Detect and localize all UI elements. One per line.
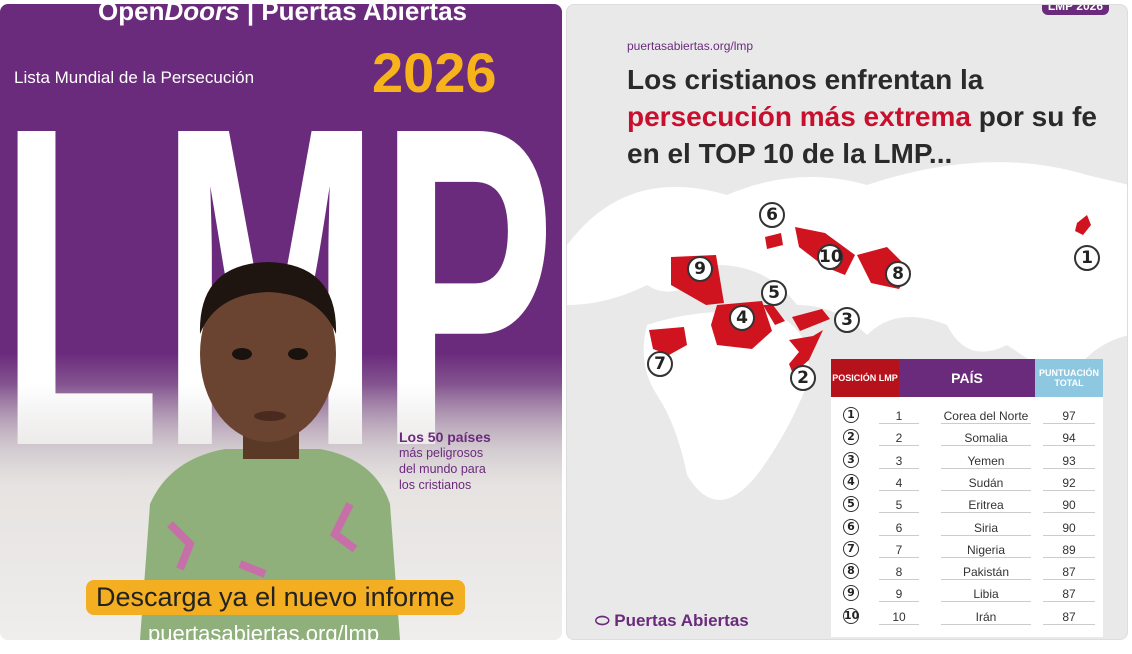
- year: 2026: [372, 41, 497, 104]
- score: 87: [1043, 610, 1095, 625]
- boy-head: [200, 266, 336, 442]
- headline-line: Los cristianos enfrentan la: [627, 64, 984, 95]
- score: 94: [1043, 431, 1095, 447]
- score: 87: [1043, 565, 1095, 581]
- score: 92: [1043, 476, 1095, 491]
- ranking-table: POSICIÓN LMP PAÍS PUNTUACIÓN TOTAL 1 1 Corea …: [831, 359, 1103, 637]
- rank-circle: 10: [843, 607, 860, 624]
- rank-circle: 6: [843, 518, 859, 535]
- map-marker: 8: [885, 261, 911, 287]
- score: 89: [1043, 543, 1095, 558]
- logo-text: Puertas Abiertas: [614, 611, 749, 630]
- score: 87: [1043, 587, 1095, 603]
- country: Pakistán: [941, 565, 1031, 581]
- rank-circle: 3: [843, 451, 859, 468]
- subtitle: Lista Mundial de la Persecución: [14, 68, 255, 87]
- rank-circle: 4: [843, 473, 859, 490]
- url[interactable]: puertasabiertas.org/lmp: [627, 39, 754, 53]
- headline-rest: por su fe: [978, 101, 1097, 132]
- rank: 2: [879, 431, 919, 447]
- brand-separator: |: [246, 4, 255, 26]
- shirt-pattern: [167, 502, 358, 598]
- brand: OpenDoors | Puertas Abiertas: [98, 4, 467, 27]
- url[interactable]: puertasabiertas.org/lmp: [148, 621, 380, 640]
- rank: 4: [879, 476, 919, 491]
- rank: 3: [879, 454, 919, 469]
- boy-hair: [199, 262, 337, 334]
- score: 97: [1043, 409, 1095, 424]
- brand-open: Open: [98, 4, 165, 26]
- headline-line: en el TOP 10 de la LMP...: [627, 138, 953, 169]
- logo: ⬭ Puertas Abiertas: [595, 611, 749, 630]
- map-marker: 9: [687, 256, 713, 282]
- rank-circle: 1: [843, 407, 859, 423]
- country: Somalia: [941, 431, 1031, 447]
- blurb-line: los cristianos: [399, 478, 472, 492]
- rank-circle: 7: [843, 540, 859, 557]
- rank: 6: [879, 521, 919, 536]
- rank-circle: 2: [843, 429, 859, 446]
- rank: 7: [879, 543, 919, 558]
- map-panel: LMP 2026 puertasabiertas.org/lmp Los cri…: [566, 4, 1128, 640]
- rank: 1: [879, 409, 919, 424]
- table-header: PUNTUACIÓN TOTAL: [1035, 359, 1103, 397]
- rank-circle: 8: [843, 563, 859, 580]
- brand-puertas: Puertas Abiertas: [261, 4, 468, 26]
- country: Sudán: [941, 476, 1031, 491]
- country: Libia: [941, 587, 1031, 603]
- africa: [643, 311, 809, 500]
- map-marker: 6: [759, 202, 785, 228]
- score: 90: [1043, 498, 1095, 514]
- brand-doors: Doors: [164, 4, 240, 26]
- landmass: [567, 162, 1127, 385]
- cta[interactable]: Descarga ya el nuevo informe: [86, 580, 465, 615]
- blurb: Los 50 países más peligrosos del mundo par…: [399, 429, 491, 493]
- cover-panel: LMP OpenDoors | Puertas Abiertas Lista M…: [0, 4, 562, 640]
- country: Corea del Norte: [941, 409, 1031, 424]
- map-marker: 7: [647, 351, 673, 377]
- country: Siria: [941, 521, 1031, 536]
- badge: LMP 2026: [1041, 5, 1109, 15]
- score: 90: [1043, 521, 1095, 536]
- score: 93: [1043, 454, 1095, 469]
- country: Irán: [941, 610, 1031, 625]
- eye: [232, 348, 252, 360]
- rank-circle: 5: [843, 496, 859, 513]
- blurb-line: más peligrosos: [399, 446, 484, 460]
- country: Yemen: [941, 454, 1031, 469]
- map-marker: 5: [761, 280, 787, 306]
- country: Nigeria: [941, 543, 1031, 558]
- mouth: [254, 411, 286, 421]
- rank: 8: [879, 565, 919, 581]
- blurb-line: Los 50 países: [399, 429, 491, 445]
- map-marker: 3: [834, 307, 860, 333]
- table-header: PAÍS: [899, 359, 1035, 397]
- country: Eritrea: [941, 498, 1031, 514]
- map-marker: 2: [790, 365, 816, 391]
- rank: 9: [879, 587, 919, 603]
- map-marker: 4: [729, 305, 755, 331]
- rank-circle: 9: [843, 585, 859, 602]
- eye: [288, 348, 308, 360]
- rank: 5: [879, 498, 919, 514]
- cover-art: LMP: [0, 33, 562, 640]
- rank: 10: [879, 610, 919, 625]
- headline: Los cristianos enfrentan la persecución …: [627, 61, 1097, 172]
- map-marker: 10: [817, 244, 843, 270]
- map-marker: 1: [1074, 245, 1100, 271]
- headline-highlight: persecución más extrema: [627, 101, 971, 132]
- headline-line: persecución más extrema por su fe: [627, 98, 1097, 135]
- blurb-line: del mundo para: [399, 462, 486, 476]
- table-header: POSICIÓN LMP: [831, 359, 899, 397]
